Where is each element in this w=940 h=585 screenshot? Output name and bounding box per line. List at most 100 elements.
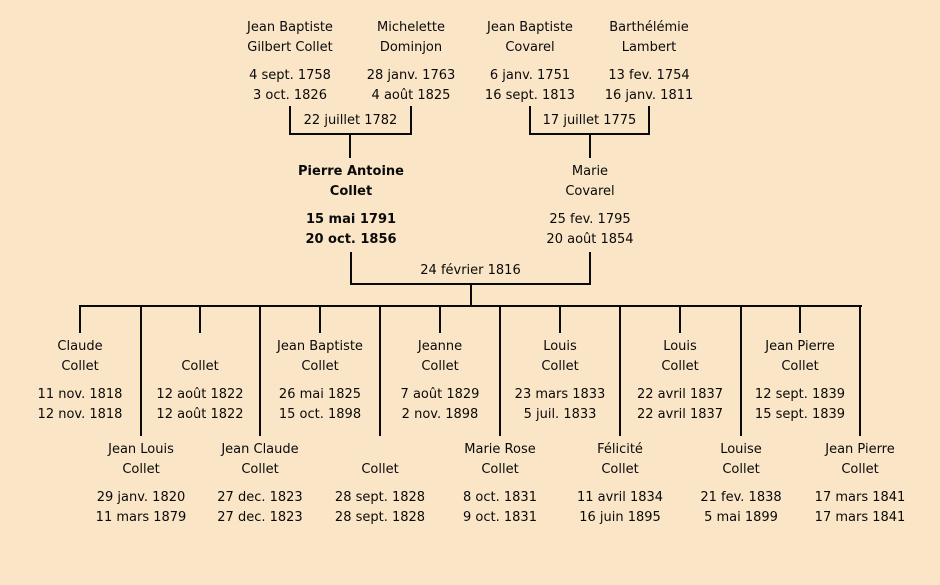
person-death-date: 16 janv. 1811 <box>604 88 694 103</box>
person-name-line2: Gilbert Collet <box>247 40 333 55</box>
person-jean-claude-collet: Jean Claude Collet 27 dec. 1823 27 dec. … <box>202 440 318 528</box>
marriage3-drop-line <box>470 285 472 307</box>
person-birth-date: 12 août 1822 <box>156 387 244 402</box>
person-name-line1: Louis <box>663 339 697 354</box>
person-louise-collet: Louise Collet 21 fev. 1838 5 mai 1899 <box>683 440 799 528</box>
person-name-line1: Louis <box>543 339 577 354</box>
person-death-date: 9 oct. 1831 <box>463 510 537 525</box>
person-death-date: 16 sept. 1813 <box>484 88 576 103</box>
person-marie-covarel: Marie Covarel 25 fev. 1795 20 août 1854 <box>515 162 665 250</box>
person-birth-date: 8 oct. 1831 <box>463 490 537 505</box>
child-drop-line <box>199 305 201 333</box>
person-jeanne-collet: Jeanne Collet 7 août 1829 2 nov. 1898 <box>382 337 498 425</box>
marriage1-drop-line <box>349 135 351 158</box>
person-birth-date: 26 mai 1825 <box>278 387 362 402</box>
person-name-line2: Collet <box>241 462 279 477</box>
child-drop-line <box>319 305 321 333</box>
person-death-date: 12 août 1822 <box>156 407 244 422</box>
person-name-line2: Collet <box>601 462 639 477</box>
person-name-line1: Barthélémie <box>609 20 689 35</box>
marriage2-left-line <box>529 106 531 135</box>
person-name-line1: Marie Rose <box>464 442 536 457</box>
child-drop-line <box>679 305 681 333</box>
person-collet-1822: Collet 12 août 1822 12 août 1822 <box>142 337 258 425</box>
person-death-date: 4 août 1825 <box>371 88 451 103</box>
marriage3-bottom-line <box>350 283 591 285</box>
person-collet-1828: Collet 28 sept. 1828 28 sept. 1828 <box>322 440 438 528</box>
person-jean-baptiste-collet: Jean Baptiste Collet 26 mai 1825 15 oct.… <box>262 337 378 425</box>
person-name-line1: Marie <box>571 164 609 179</box>
person-name-line1: Jean Baptiste <box>487 20 573 35</box>
person-birth-date: 25 fev. 1795 <box>549 212 631 227</box>
marriage1-right-line <box>410 106 412 135</box>
person-jean-louis-collet: Jean Louis Collet 29 janv. 1820 11 mars … <box>83 440 199 528</box>
person-name-line1: Jean Pierre <box>825 442 895 457</box>
person-death-date: 16 juin 1895 <box>579 510 661 525</box>
child-drop-line-long <box>859 305 861 436</box>
person-death-date: 5 juil. 1833 <box>523 407 597 422</box>
person-name-line1 <box>142 337 258 357</box>
sibling-bar <box>79 305 862 307</box>
person-death-date: 28 sept. 1828 <box>334 510 426 525</box>
person-name-line1: Pierre Antoine <box>298 164 404 179</box>
person-michelette-dominjon: Michelette Dominjon 28 janv. 1763 4 août… <box>336 18 486 106</box>
person-birth-date: 28 sept. 1828 <box>334 490 426 505</box>
person-name-line2: Collet <box>329 184 373 199</box>
person-name-line2: Collet <box>61 359 99 374</box>
marriage2-drop-line <box>589 135 591 158</box>
person-death-date: 20 août 1854 <box>546 232 634 247</box>
person-death-date: 5 mai 1899 <box>704 510 778 525</box>
person-name-line2: Collet <box>421 359 459 374</box>
person-name-line1: Jean Claude <box>221 442 299 457</box>
person-birth-date: 27 dec. 1823 <box>217 490 303 505</box>
child-drop-line <box>799 305 801 333</box>
marriage3-right-line <box>589 252 591 285</box>
person-name-line1: Jean Louis <box>108 442 174 457</box>
person-name-line2: Collet <box>722 462 760 477</box>
child-drop-line-long <box>259 305 261 436</box>
person-name-line1: Jean Baptiste <box>247 20 333 35</box>
person-barthelemie-lambert: Barthélémie Lambert 13 fev. 1754 16 janv… <box>574 18 724 106</box>
person-birth-date: 6 janv. 1751 <box>489 68 571 83</box>
marriage2-date-label: 17 juillet 1775 <box>542 113 637 128</box>
person-name-line2: Dominjon <box>379 40 443 55</box>
person-birth-date: 28 janv. 1763 <box>366 68 456 83</box>
person-death-date: 20 oct. 1856 <box>305 232 397 247</box>
child-drop-line <box>439 305 441 333</box>
marriage1-left-line <box>289 106 291 135</box>
person-death-date: 15 oct. 1898 <box>278 407 362 422</box>
person-birth-date: 22 avril 1837 <box>636 387 724 402</box>
person-name-line1: Claude <box>57 339 103 354</box>
person-name-line1: Jeanne <box>417 339 463 354</box>
person-death-date: 11 mars 1879 <box>95 510 187 525</box>
person-birth-date: 29 janv. 1820 <box>96 490 186 505</box>
person-name-line1: Louise <box>720 442 762 457</box>
child-drop-line-long <box>140 305 142 436</box>
child-drop-line-long <box>619 305 621 436</box>
person-birth-date: 21 fev. 1838 <box>700 490 782 505</box>
person-birth-date: 4 sept. 1758 <box>249 68 331 83</box>
child-drop-line <box>559 305 561 333</box>
marriage3-date-label: 24 février 1816 <box>420 263 521 278</box>
person-jean-pierre-collet-1839: Jean Pierre Collet 12 sept. 1839 15 sept… <box>742 337 858 425</box>
person-death-date: 22 avril 1837 <box>636 407 724 422</box>
person-jean-baptiste-gilbert-collet: Jean Baptiste Gilbert Collet 4 sept. 175… <box>215 18 365 106</box>
marriage2-bottom-line <box>529 133 650 135</box>
person-name-line2: Covarel <box>565 184 615 199</box>
person-name-line2: Collet <box>361 462 399 477</box>
person-birth-date: 7 août 1829 <box>400 387 480 402</box>
child-drop-line-long <box>379 305 381 436</box>
person-name-line1: Jean Pierre <box>765 339 835 354</box>
person-birth-date: 12 sept. 1839 <box>754 387 846 402</box>
person-name-line2: Collet <box>541 359 579 374</box>
marriage2-right-line <box>648 106 650 135</box>
person-name-line1: Michelette <box>376 20 445 35</box>
person-name-line2: Collet <box>122 462 160 477</box>
person-birth-date: 23 mars 1833 <box>514 387 606 402</box>
person-death-date: 27 dec. 1823 <box>217 510 303 525</box>
person-name-line2: Collet <box>661 359 699 374</box>
person-birth-date: 15 mai 1791 <box>305 212 397 227</box>
person-birth-date: 13 fev. 1754 <box>608 68 690 83</box>
person-death-date: 2 nov. 1898 <box>401 407 479 422</box>
